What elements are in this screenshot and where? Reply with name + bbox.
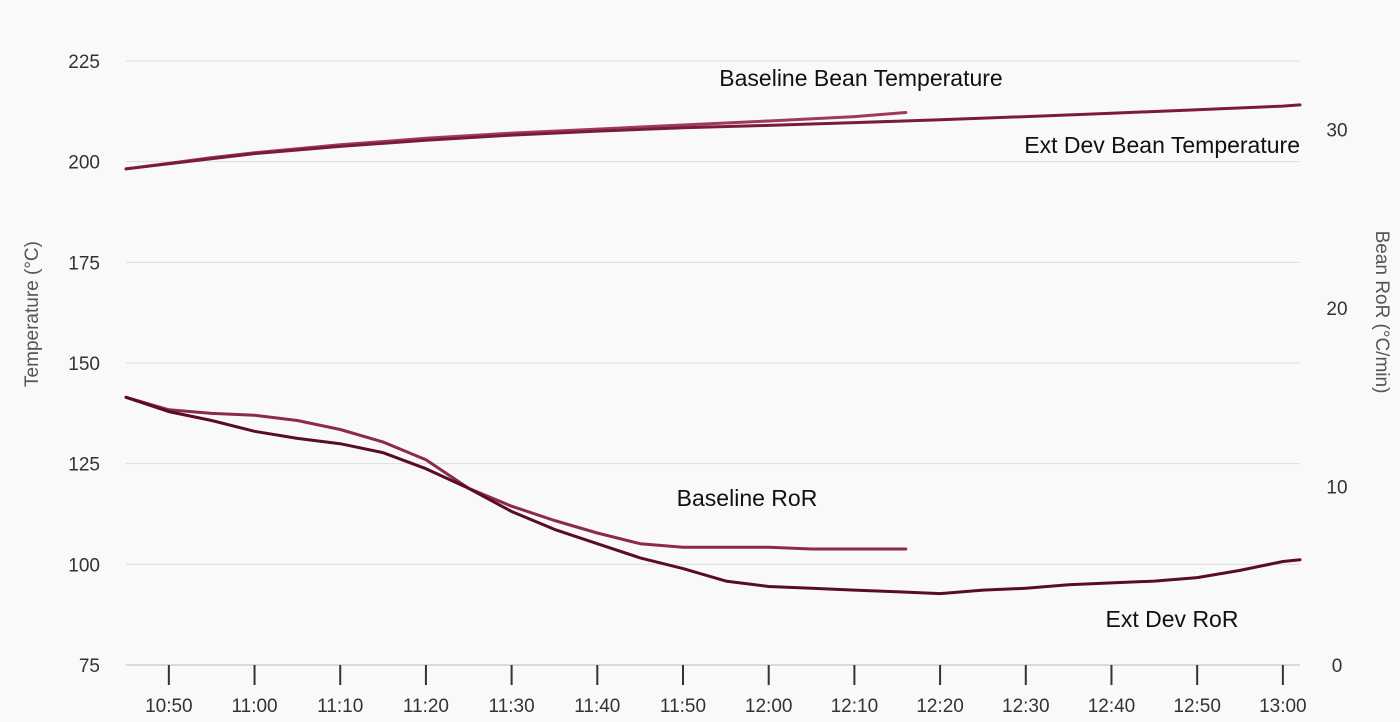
y-right-tick-label: 10 (1326, 478, 1347, 499)
label-ext-dev-bean-temperature: Ext Dev Bean Temperature (1024, 132, 1300, 158)
x-tick-label: 11:40 (574, 696, 620, 717)
label-baseline-ror: Baseline RoR (677, 485, 818, 511)
x-tick-label: 12:40 (1088, 696, 1136, 717)
y-left-tick-label: 75 (79, 656, 100, 677)
x-tick-label: 12:10 (831, 696, 879, 717)
y-left-ticks: 75 100 125 150 175 200 225 (68, 52, 100, 677)
x-tick-label: 13:00 (1259, 696, 1307, 717)
label-baseline-bean-temperature: Baseline Bean Temperature (719, 65, 1002, 91)
y-left-tick-label: 125 (68, 455, 100, 476)
y-left-axis-title: Temperature (°C) (22, 241, 43, 387)
label-ext-dev-ror: Ext Dev RoR (1106, 606, 1239, 632)
y-right-tick-label: 20 (1326, 299, 1347, 320)
x-tick-label: 11:50 (660, 696, 706, 717)
y-left-tick-label: 100 (68, 555, 100, 576)
y-left-tick-label: 225 (68, 52, 100, 73)
y-left-tick-label: 150 (68, 354, 100, 375)
series-line-baseline-ror (124, 395, 908, 551)
y-right-tick-label: 0 (1332, 656, 1343, 677)
series-line-ext-dev-bean-temperature (124, 103, 1302, 171)
x-tick-label: 11:00 (231, 696, 277, 717)
x-axis-ticks: 10:50 11:00 11:10 11:20 11:30 11:40 11:50 12:00… (145, 665, 1307, 717)
x-tick-label: 11:20 (403, 696, 449, 717)
y-right-ticks: 0 10 20 30 (1326, 121, 1347, 677)
y-right-axis-title: Bean RoR (°C/min) (1371, 231, 1392, 394)
y-right-tick-label: 30 (1326, 121, 1347, 142)
x-tick-label: 11:30 (489, 696, 535, 717)
x-tick-label: 12:20 (916, 696, 964, 717)
y-left-tick-label: 175 (68, 253, 100, 274)
x-tick-label: 12:50 (1173, 696, 1221, 717)
series-lines (124, 103, 1302, 596)
x-tick-label: 12:30 (1002, 696, 1050, 717)
x-tick-label: 10:50 (145, 696, 193, 717)
y-left-tick-label: 200 (68, 153, 100, 174)
x-tick-label: 11:10 (317, 696, 363, 717)
series-line-ext-dev-ror (124, 395, 1302, 596)
gridlines (126, 60, 1300, 565)
x-tick-label: 12:00 (745, 696, 793, 717)
series-line-baseline-bean-temperature (124, 111, 908, 171)
